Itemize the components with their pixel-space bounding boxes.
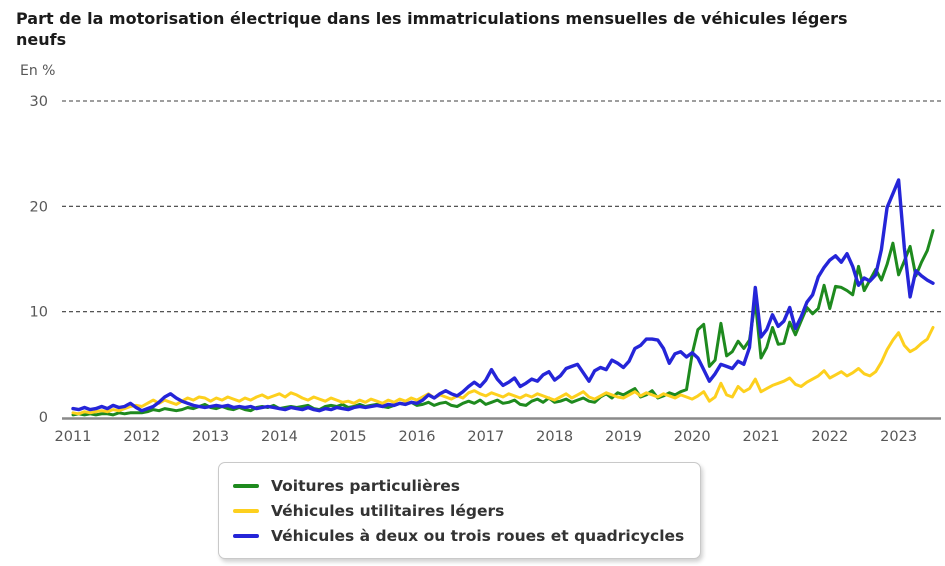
x-tick-label-2012: 2012 (123, 429, 160, 445)
y-tick-label-0: 0 (39, 410, 48, 426)
legend-item-deux-trois-roues: Véhicules à deux ou trois roues et quadr… (233, 523, 684, 548)
x-tick-label-2013: 2013 (192, 429, 229, 445)
y-tick-label-20: 20 (30, 199, 48, 215)
x-tick-label-2018: 2018 (536, 429, 573, 445)
x-tick-label-2022: 2022 (811, 429, 848, 445)
legend-item-vehicules-utilitaires: Véhicules utilitaires légers (233, 498, 684, 523)
legend-label: Véhicules à deux ou trois roues et quadr… (271, 526, 685, 545)
x-tick-label-2019: 2019 (605, 429, 642, 445)
x-tick-label-2011: 2011 (55, 429, 92, 445)
legend-item-voitures-particulieres: Voitures particulières (233, 473, 684, 498)
series-line-2 (71, 178, 935, 413)
legend-swatch-blue-line-icon (233, 533, 259, 538)
legend-label: Véhicules utilitaires légers (271, 501, 505, 520)
legend-label: Voitures particulières (271, 476, 460, 495)
y-axis-unit-label: En % (20, 63, 56, 79)
chart-title: Part de la motorisation électrique dans … (16, 9, 848, 50)
y-tick-label-30: 30 (30, 94, 48, 110)
x-tick-label-2014: 2014 (261, 429, 298, 445)
legend-swatch-yellow-line-icon (233, 508, 259, 513)
legend-swatch-green-line-icon (233, 483, 259, 488)
x-tick-label-2015: 2015 (330, 429, 367, 445)
x-tick-label-2017: 2017 (467, 429, 504, 445)
legend-box: Voitures particulières Véhicules utilita… (218, 462, 702, 559)
x-tick-label-2023: 2023 (880, 429, 917, 445)
x-tick-label-2020: 2020 (674, 429, 711, 445)
series-line-1 (71, 326, 935, 416)
y-tick-label-10: 10 (30, 305, 48, 321)
x-tick-label-2021: 2021 (743, 429, 780, 445)
series-line-0 (71, 229, 935, 417)
x-tick-label-2016: 2016 (399, 429, 436, 445)
